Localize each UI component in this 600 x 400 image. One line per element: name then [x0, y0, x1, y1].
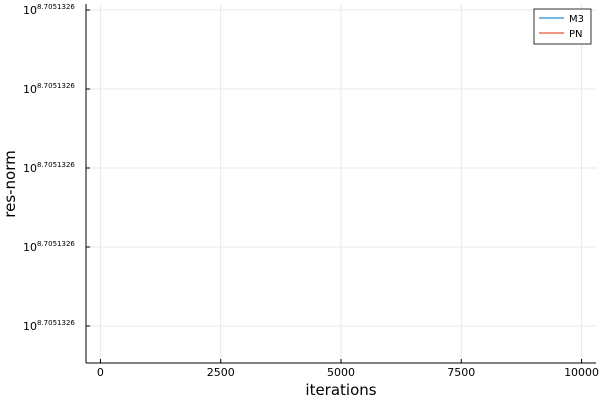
y-tick-base: 10 [23, 83, 37, 96]
x-tick-label: 0 [97, 366, 104, 379]
y-tick-label: 108.7051326 [23, 319, 75, 333]
grid [86, 4, 596, 363]
legend-label-m3: M3 [569, 14, 584, 25]
y-tick-exponent: 8.7051326 [37, 161, 75, 169]
x-tick-label: 5000 [327, 366, 355, 379]
y-tick-exponent: 8.7051326 [37, 240, 75, 248]
legend-label-pn: PN [569, 29, 583, 40]
y-tick-base: 10 [23, 241, 37, 254]
y-tick-base: 10 [23, 320, 37, 333]
legend: M3 PN [533, 8, 592, 45]
y-tick-label: 108.7051326 [23, 240, 75, 254]
y-ticks: 108.7051326108.7051326108.7051326108.705… [23, 3, 90, 333]
y-tick-base: 10 [23, 4, 37, 17]
y-tick-exponent: 8.7051326 [37, 319, 75, 327]
y-tick-base: 10 [23, 162, 37, 175]
y-tick-label: 108.7051326 [23, 82, 75, 96]
y-tick-label: 108.7051326 [23, 161, 75, 175]
y-tick-label: 108.7051326 [23, 3, 75, 17]
x-tick-label: 7500 [447, 366, 475, 379]
x-ticks: 0 2500 5000 7500 10000 [97, 359, 599, 379]
y-axis-label: res-norm [1, 150, 19, 218]
y-tick-exponent: 8.7051326 [37, 82, 75, 90]
y-tick-exponent: 8.7051326 [37, 3, 75, 11]
x-tick-label: 10000 [564, 366, 599, 379]
x-tick-label: 2500 [207, 366, 235, 379]
x-axis-label: iterations [305, 381, 376, 399]
legend-box [533, 8, 592, 45]
